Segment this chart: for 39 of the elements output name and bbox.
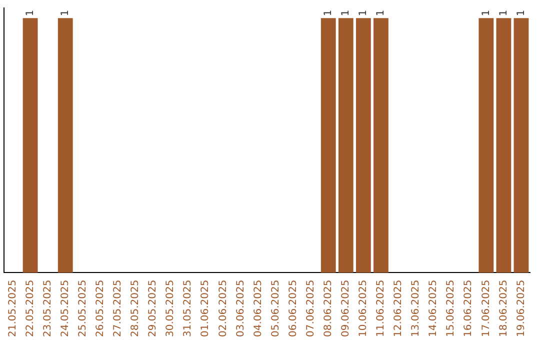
data-label: 1 [340,10,352,16]
data-label: 1 [24,10,36,16]
x-tick-label: 29.05.2025 [148,280,159,338]
x-tick-label: 23.05.2025 [42,280,54,338]
x-tick-label: 04.06.2025 [252,280,264,338]
data-label: 1 [322,10,334,16]
data-label: 1 [498,10,510,16]
x-tick-label: 28.05.2025 [130,280,142,338]
x-tick-label: 09.06.2025 [340,280,352,338]
x-tick-label: 30.05.2025 [165,280,176,338]
data-label: 1 [480,10,492,16]
x-tick-label: 31.05.2025 [182,280,194,338]
x-tick-label: 16.06.2025 [463,280,474,338]
x-tick-label: 14.06.2025 [428,280,440,338]
x-tick-label: 27.05.2025 [112,280,124,338]
x-tick-label: 13.06.2025 [410,280,422,338]
x-tick-label: 11.06.2025 [376,280,387,338]
x-tick-label: 15.06.2025 [446,280,457,338]
data-label: 1 [60,10,71,16]
data-label: 1 [358,10,370,16]
x-tick-label: 06.06.2025 [288,280,299,338]
x-tick-label: 21.05.2025 [7,280,18,338]
x-tick-label: 18.06.2025 [498,280,510,338]
x-tick-label: 03.06.2025 [235,280,246,338]
x-tick-label: 12.06.2025 [393,280,404,338]
x-tick-label: 19.06.2025 [516,280,527,338]
x-tick-label: 02.06.2025 [218,280,229,338]
x-tick-label: 01.06.2025 [200,280,212,338]
x-tick-label: 22.05.2025 [24,280,36,338]
x-tick-label: 17.06.2025 [480,280,492,338]
x-tick-label: 05.06.2025 [270,280,282,338]
data-label: 1 [376,10,387,16]
x-tick-label: 26.05.2025 [95,280,106,338]
x-tick-label: 07.06.2025 [305,280,316,338]
x-tick-label: 10.06.2025 [358,280,370,338]
data-label: 1 [516,10,527,16]
x-tick-label: 24.05.2025 [60,280,71,338]
x-tick-label: 25.05.2025 [77,280,88,338]
x-tick-label: 08.06.2025 [322,280,334,338]
